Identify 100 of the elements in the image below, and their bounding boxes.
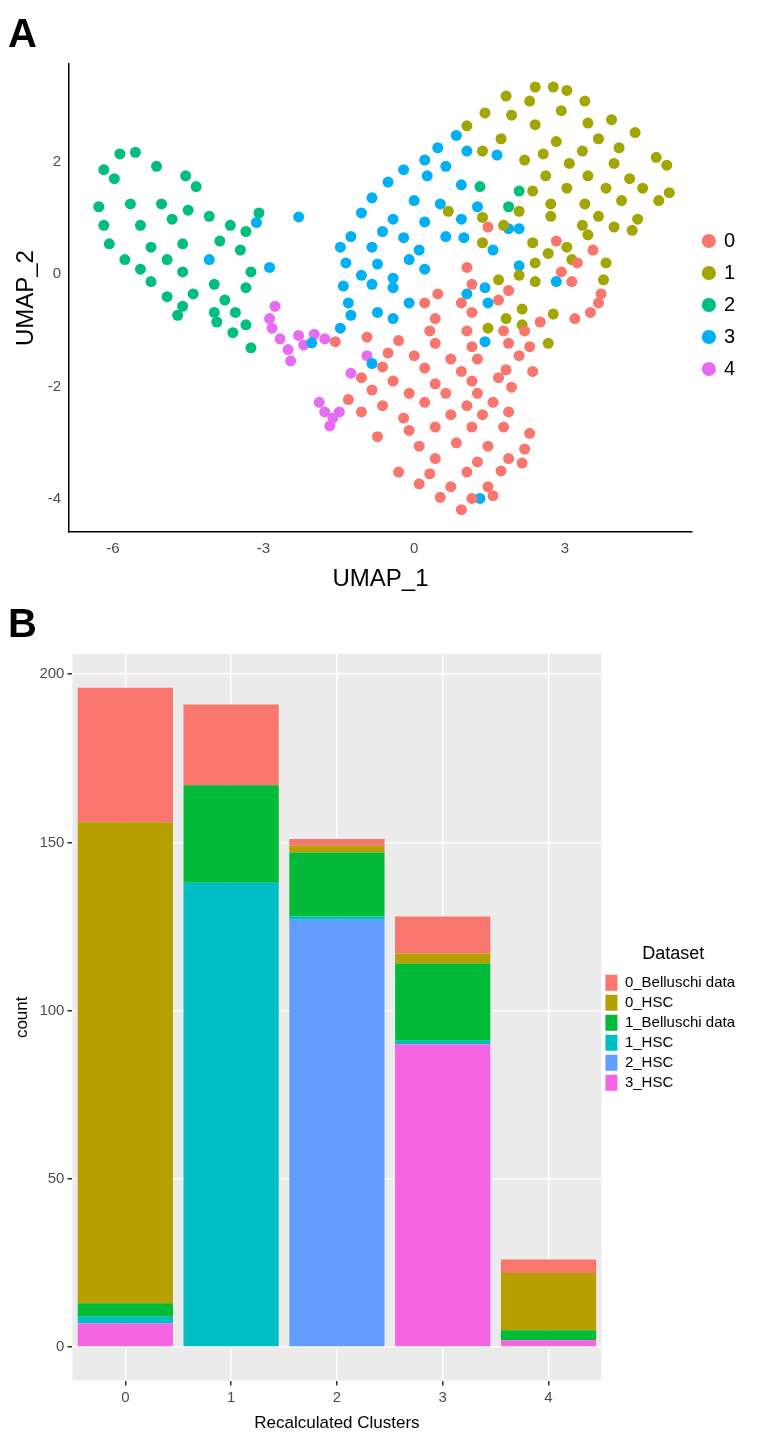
point — [491, 149, 503, 161]
point — [134, 219, 146, 231]
point — [93, 201, 105, 213]
point — [114, 148, 126, 160]
point — [282, 344, 294, 356]
bar — [183, 785, 279, 883]
point — [161, 254, 173, 266]
legend-title: Dataset — [642, 943, 705, 964]
bar — [395, 963, 491, 1041]
point — [129, 146, 141, 158]
point — [313, 396, 325, 408]
point — [355, 207, 367, 219]
point — [240, 319, 252, 331]
legend-label: 0_HSC — [624, 992, 674, 1010]
point — [334, 322, 346, 334]
point — [455, 179, 467, 191]
point — [479, 282, 491, 294]
point — [182, 204, 194, 216]
point — [250, 217, 262, 228]
point — [187, 288, 199, 300]
point — [293, 211, 305, 223]
x-tick-label: 0 — [121, 1387, 130, 1405]
point — [371, 258, 383, 270]
point — [366, 278, 378, 290]
point — [253, 207, 265, 219]
point — [293, 329, 305, 341]
point — [387, 282, 399, 294]
point — [161, 291, 173, 303]
point — [366, 358, 378, 370]
x-tick-label: 3 — [560, 539, 569, 557]
legend-label: 0_Belluschi data — [624, 972, 736, 990]
point — [145, 276, 157, 288]
point — [345, 231, 357, 243]
point — [340, 257, 352, 269]
point — [319, 333, 331, 345]
point — [471, 201, 483, 213]
x-tick-label: 2 — [332, 1387, 342, 1405]
legend-label: 2_HSC — [624, 1052, 674, 1070]
point — [145, 241, 157, 253]
bar — [77, 822, 173, 1304]
x-tick-label: -3 — [256, 539, 271, 557]
point — [166, 213, 178, 225]
bar — [289, 916, 385, 920]
bar — [289, 839, 385, 846]
point — [432, 142, 444, 154]
point — [440, 231, 452, 243]
point — [434, 198, 446, 210]
legend-label: 4 — [723, 356, 735, 379]
point — [342, 297, 354, 309]
y-axis-title: count — [11, 996, 31, 1039]
bar — [500, 1272, 597, 1331]
point — [156, 198, 168, 210]
bar — [500, 1340, 597, 1347]
point — [361, 350, 373, 362]
point — [234, 244, 246, 256]
point — [403, 254, 415, 266]
point — [479, 336, 491, 348]
point — [345, 367, 357, 379]
point — [177, 238, 189, 250]
bar — [289, 852, 385, 917]
point — [408, 195, 420, 207]
point — [419, 216, 431, 228]
point — [266, 322, 278, 334]
point — [461, 145, 473, 157]
bar — [289, 919, 385, 1347]
y-tick-label: 0 — [56, 1337, 65, 1355]
point — [382, 176, 394, 188]
y-tick-label: 2 — [52, 151, 62, 169]
point — [377, 226, 389, 237]
point — [487, 244, 499, 256]
y-tick-label: 200 — [39, 664, 65, 682]
y-tick-label: 100 — [39, 1000, 65, 1018]
point — [419, 154, 431, 166]
bar — [395, 916, 491, 954]
point — [403, 297, 415, 309]
point — [190, 181, 202, 193]
point — [513, 223, 525, 235]
legend-label: 1_HSC — [624, 1032, 674, 1050]
point — [177, 266, 189, 278]
point — [180, 170, 192, 182]
point — [203, 210, 215, 222]
legend-label: 1 — [723, 260, 735, 283]
chart-title: A — [8, 11, 37, 56]
point — [214, 235, 226, 247]
y-axis-title: UMAP_2 — [11, 250, 39, 347]
point — [355, 269, 367, 281]
point — [134, 263, 146, 275]
point — [455, 213, 467, 225]
y-tick-label: -4 — [47, 489, 62, 507]
point — [208, 306, 220, 318]
point — [227, 327, 239, 339]
point — [398, 164, 410, 176]
legend-label: 2 — [723, 292, 735, 315]
point — [398, 232, 410, 244]
chart-title: B — [8, 601, 37, 646]
point — [458, 232, 470, 244]
point — [306, 337, 318, 349]
point — [245, 266, 257, 278]
point — [103, 238, 115, 250]
point — [124, 198, 136, 210]
